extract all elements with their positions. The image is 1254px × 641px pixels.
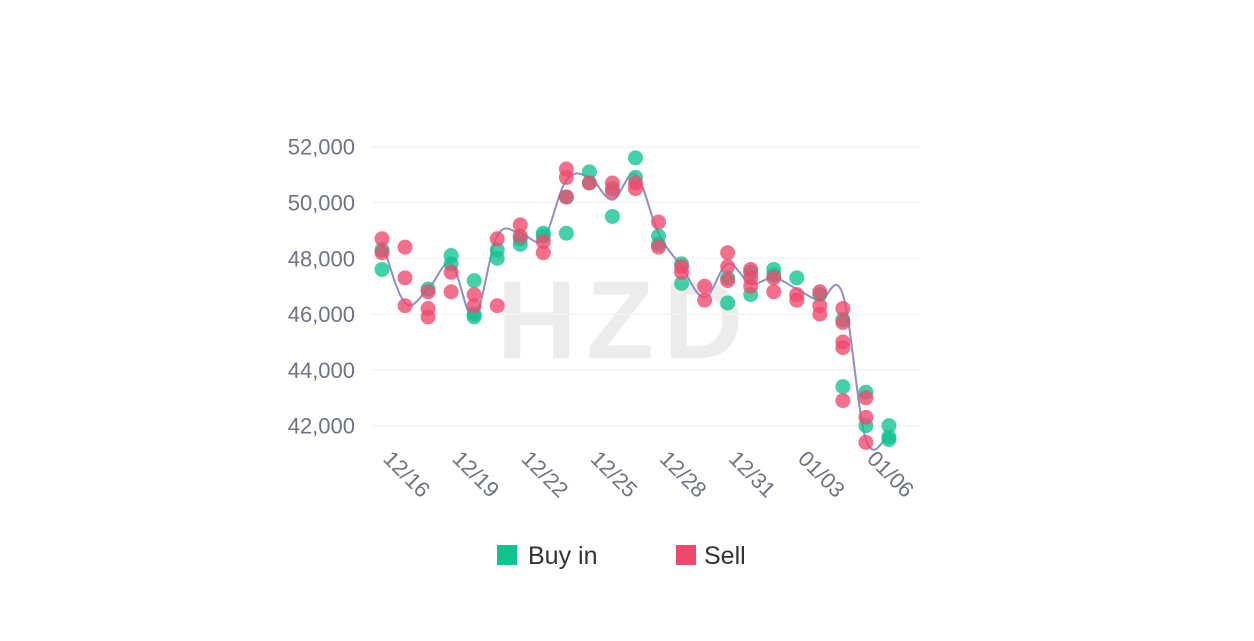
legend-item-buy[interactable]: Buy in — [497, 542, 597, 570]
sell-point — [720, 245, 736, 261]
legend-label-buy: Buy in — [528, 542, 597, 570]
sell-point — [535, 234, 551, 250]
sell-point — [489, 231, 505, 247]
sell-point — [627, 181, 643, 197]
buy-in-point — [374, 261, 390, 277]
x-tick-label: 12/19 — [448, 446, 505, 503]
sell-point — [858, 409, 874, 425]
sell-point — [858, 434, 874, 450]
sell-point — [835, 393, 851, 409]
buy-in-point — [881, 418, 897, 434]
y-tick-label: 50,000 — [288, 191, 355, 216]
sell-point — [835, 314, 851, 330]
buy-in-point — [720, 295, 736, 311]
sell-point — [835, 301, 851, 317]
buy-in-point — [789, 270, 805, 286]
sell-point — [512, 217, 528, 233]
sell-point — [858, 390, 874, 406]
x-tick-label: 12/31 — [724, 446, 781, 503]
x-axis: 12/16 12/19 12/22 12/25 12/28 12/31 01/03 01/06 — [378, 446, 919, 503]
y-tick-label: 42,000 — [288, 414, 355, 439]
buy-in-point — [627, 150, 643, 166]
sell-point — [720, 259, 736, 275]
legend: Buy in Sell — [497, 542, 746, 570]
legend-label-sell: Sell — [704, 542, 746, 570]
sell-point — [720, 273, 736, 289]
y-tick-label: 48,000 — [288, 246, 355, 271]
x-tick-label: 12/28 — [655, 446, 712, 503]
buy-in-point — [674, 275, 690, 291]
sell-point — [374, 245, 390, 261]
buy-in-point — [835, 379, 851, 395]
sell-point — [512, 228, 528, 244]
sell-point — [558, 169, 574, 185]
watermark-text: HZD — [497, 259, 753, 382]
sell-point — [466, 287, 482, 303]
sell-point — [443, 284, 459, 300]
sell-point — [397, 270, 413, 286]
sell-point — [697, 292, 713, 308]
x-tick-label: 12/25 — [586, 446, 643, 503]
sell-point — [420, 309, 436, 325]
buy-in-point — [881, 432, 897, 448]
x-tick-label: 12/16 — [378, 446, 435, 503]
legend-swatch-buy — [497, 545, 517, 565]
sell-point — [766, 270, 782, 286]
sell-point — [420, 284, 436, 300]
sell-point — [535, 245, 551, 261]
sell-point — [489, 298, 505, 314]
sell-point — [697, 278, 713, 294]
sell-point — [466, 298, 482, 314]
buy-in-point — [604, 208, 620, 224]
sell-point — [581, 175, 597, 191]
y-tick-label: 46,000 — [288, 302, 355, 327]
buy-in-point — [558, 225, 574, 241]
gridlines — [372, 145, 920, 427]
sell-point — [604, 183, 620, 199]
buy-in-point — [466, 273, 482, 289]
sell-points — [374, 161, 874, 450]
legend-swatch-sell — [676, 545, 696, 565]
sell-point — [789, 287, 805, 303]
y-axis: 42,000 44,000 46,000 48,000 50,000 52,000 — [288, 135, 355, 439]
sell-point — [443, 264, 459, 280]
sell-point — [397, 298, 413, 314]
buy-in-point — [489, 250, 505, 266]
buy-in-point — [581, 164, 597, 180]
x-tick-label: 12/22 — [517, 446, 574, 503]
sell-point — [835, 340, 851, 356]
x-tick-label: 01/03 — [793, 446, 850, 503]
sell-point — [651, 239, 667, 255]
y-tick-label: 52,000 — [288, 135, 355, 160]
legend-item-sell[interactable]: Sell — [676, 542, 746, 570]
sell-point — [374, 231, 390, 247]
sell-point — [558, 189, 574, 205]
sell-point — [651, 214, 667, 230]
sell-point — [812, 284, 828, 300]
sell-point — [766, 284, 782, 300]
sell-point — [397, 239, 413, 255]
sell-point — [674, 264, 690, 280]
y-tick-label: 44,000 — [288, 358, 355, 383]
sell-point — [812, 306, 828, 322]
x-tick-label: 01/06 — [862, 446, 919, 503]
sell-point — [743, 270, 759, 286]
